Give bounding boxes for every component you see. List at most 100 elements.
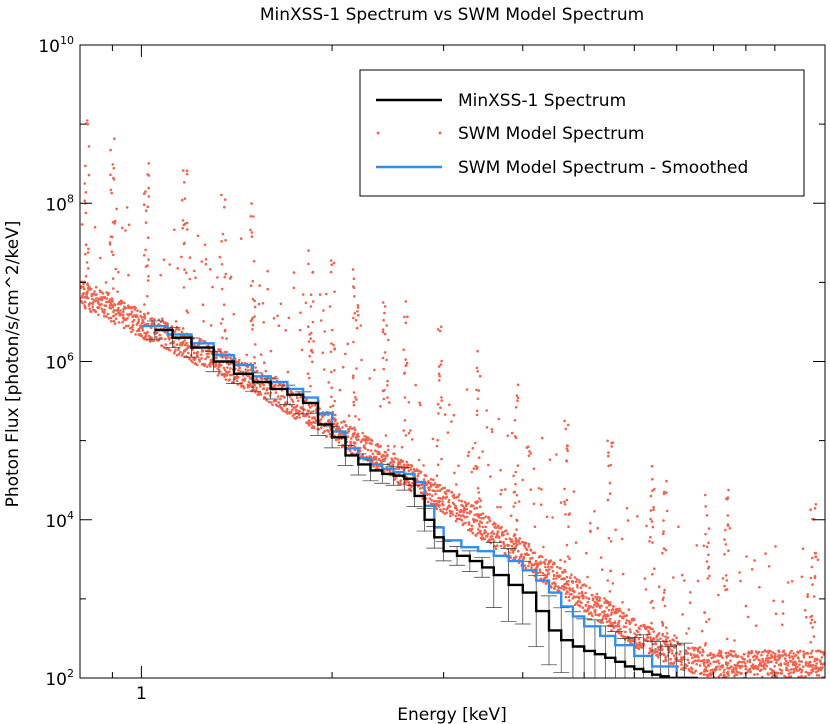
swm-model-point (738, 660, 741, 664)
swm-model-point (382, 397, 386, 401)
swm-model-point (492, 532, 496, 536)
swm-model-point (80, 299, 83, 303)
swm-model-point (495, 544, 499, 547)
swm-model-point (537, 487, 541, 490)
swm-model-point (650, 520, 654, 523)
swm-model-point (393, 445, 396, 448)
swm-model-point (312, 410, 315, 413)
swm-model-point (373, 368, 376, 372)
swm-model-point (607, 451, 610, 454)
swm-model-point (564, 570, 567, 573)
swm-model-point (144, 209, 148, 212)
swm-model-point (488, 517, 491, 520)
swm-model-point (436, 438, 440, 442)
swm-model-point (619, 631, 623, 635)
swm-model-point (163, 330, 167, 334)
swm-model-point (599, 556, 603, 559)
swm-model-point (84, 252, 87, 256)
swm-model-point (338, 428, 342, 432)
swm-model-point (181, 327, 185, 330)
swm-model-point (327, 418, 331, 422)
swm-model-point (470, 524, 474, 528)
swm-model-point (465, 511, 469, 514)
swm-model-point (772, 670, 776, 673)
swm-model-point (577, 595, 581, 599)
swm-model-point (746, 655, 750, 658)
swm-model-point (108, 241, 112, 244)
swm-model-point (97, 313, 100, 317)
swm-model-point (105, 315, 108, 318)
swm-model-point (814, 552, 818, 555)
swm-model-point (176, 267, 179, 270)
swm-model-point (671, 652, 674, 655)
swm-model-point (458, 513, 461, 517)
swm-model-point (723, 538, 726, 541)
swm-model-point (499, 505, 502, 509)
swm-model-point (259, 385, 262, 388)
swm-model-point (707, 664, 711, 668)
swm-model-point (238, 366, 241, 370)
swm-model-point (579, 586, 583, 589)
swm-model-point (318, 293, 322, 296)
swm-model-point (333, 417, 337, 421)
swm-model-point (527, 545, 530, 548)
swm-model-point (735, 673, 739, 676)
swm-model-point (419, 487, 422, 490)
swm-model-point (784, 663, 787, 666)
swm-model-point (781, 612, 785, 615)
swm-model-point (697, 656, 700, 659)
swm-model-point (551, 516, 554, 519)
swm-model-point (383, 459, 386, 462)
swm-model-point (717, 675, 721, 678)
swm-model-point (346, 342, 350, 346)
swm-model-point (666, 636, 670, 639)
swm-model-point (381, 356, 385, 360)
swm-model-point (142, 203, 146, 206)
swm-model-point (704, 642, 707, 645)
swm-model-point (262, 383, 266, 387)
swm-model-point (225, 350, 228, 354)
swm-model-point (312, 425, 316, 429)
swm-model-point (499, 544, 503, 548)
swm-model-point (250, 235, 254, 238)
swm-model-point (787, 675, 791, 678)
y-tick-label: 106 (45, 351, 74, 374)
swm-model-point (384, 450, 387, 454)
swm-model-point (649, 509, 653, 512)
swm-model-point (586, 575, 589, 579)
swm-model-point (809, 665, 812, 668)
swm-model-point (147, 311, 150, 315)
swm-model-point (627, 608, 631, 611)
legend: MinXSS-1 Spectrum SWM Model Spectrum SWM… (359, 69, 805, 197)
swm-model-point (732, 670, 736, 674)
swm-model-point (566, 555, 570, 558)
swm-model-point (86, 119, 89, 122)
swm-model-point (798, 660, 801, 663)
swm-model-point (765, 657, 768, 660)
swm-model-point (753, 654, 756, 658)
swm-model-point (490, 428, 494, 431)
swm-model-point (504, 552, 507, 555)
swm-model-point (428, 497, 432, 500)
swm-model-point (651, 478, 654, 481)
swm-model-point (596, 526, 599, 530)
swm-model-point (581, 606, 585, 609)
swm-model-point (390, 457, 394, 461)
swm-model-point (810, 565, 814, 569)
swm-model-point (218, 348, 222, 351)
swm-model-point (668, 650, 671, 654)
swm-model-point (404, 300, 408, 303)
swm-model-point (568, 599, 571, 602)
swm-model-point (528, 450, 531, 453)
swm-model-point (418, 401, 421, 405)
swm-model-point (223, 328, 227, 332)
swm-model-point (114, 267, 118, 271)
swm-model-point (735, 670, 739, 674)
swm-model-point (371, 452, 375, 456)
swm-model-point (102, 315, 106, 318)
swm-model-point (591, 614, 594, 618)
swm-model-point (119, 313, 123, 316)
swm-model-point (761, 650, 764, 654)
swm-model-point (391, 463, 395, 466)
swm-model-point (550, 586, 553, 589)
